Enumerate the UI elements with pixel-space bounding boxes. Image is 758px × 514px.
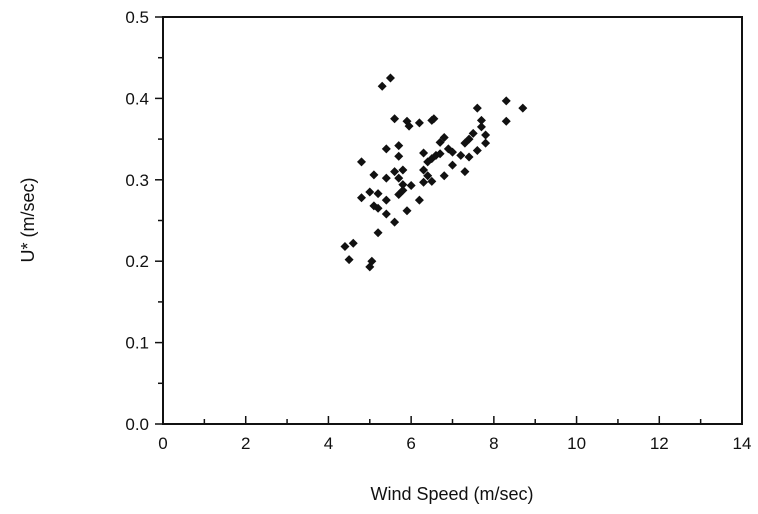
data-point bbox=[381, 173, 391, 183]
data-point bbox=[419, 148, 429, 158]
data-point bbox=[464, 152, 474, 162]
axis-ticks bbox=[155, 16, 743, 425]
data-points bbox=[340, 73, 528, 272]
data-point bbox=[414, 118, 424, 128]
y-tick-label: 0.4 bbox=[125, 89, 149, 108]
data-point bbox=[357, 193, 367, 203]
data-point bbox=[340, 242, 350, 252]
data-point bbox=[398, 165, 408, 175]
data-point bbox=[390, 167, 400, 177]
y-tick-label: 0.0 bbox=[125, 415, 149, 434]
data-point bbox=[501, 96, 511, 106]
data-point bbox=[448, 147, 457, 157]
data-point bbox=[518, 103, 528, 113]
y-tick-label: 0.5 bbox=[125, 8, 149, 27]
data-point bbox=[468, 128, 478, 138]
data-point bbox=[414, 195, 424, 205]
data-point bbox=[476, 122, 486, 132]
plot-area-frame bbox=[162, 16, 743, 425]
data-point bbox=[344, 255, 354, 265]
data-point bbox=[394, 141, 404, 151]
data-point bbox=[439, 132, 449, 142]
x-tick-label: 10 bbox=[567, 434, 586, 453]
data-point bbox=[501, 116, 511, 126]
data-point bbox=[435, 149, 445, 159]
data-point bbox=[367, 256, 377, 266]
data-point bbox=[348, 238, 358, 248]
x-tick-label: 14 bbox=[733, 434, 752, 453]
y-tick-label: 0.3 bbox=[125, 171, 149, 190]
data-point bbox=[373, 228, 383, 238]
data-point bbox=[472, 145, 482, 155]
data-point bbox=[427, 176, 437, 186]
data-point bbox=[464, 134, 474, 144]
data-point bbox=[404, 121, 414, 131]
data-point bbox=[402, 206, 412, 216]
data-point bbox=[381, 144, 391, 154]
data-point bbox=[419, 177, 429, 187]
x-tick-label: 12 bbox=[650, 434, 669, 453]
data-point bbox=[423, 171, 433, 181]
y-axis-label: U* (m/sec) bbox=[18, 178, 38, 263]
data-point bbox=[365, 187, 375, 197]
x-tick-label: 4 bbox=[324, 434, 333, 453]
data-point bbox=[390, 114, 400, 124]
data-point bbox=[398, 185, 408, 195]
data-point bbox=[394, 173, 404, 183]
y-tick-label: 0.2 bbox=[125, 252, 149, 271]
x-axis-label: Wind Speed (m/sec) bbox=[370, 484, 533, 504]
data-point bbox=[406, 180, 416, 190]
data-point bbox=[481, 138, 491, 148]
data-point bbox=[456, 150, 466, 160]
data-point bbox=[439, 171, 449, 181]
data-point bbox=[481, 130, 491, 140]
data-point bbox=[357, 157, 367, 167]
data-point bbox=[373, 203, 383, 213]
data-point bbox=[472, 103, 482, 113]
data-point bbox=[390, 217, 400, 227]
data-point bbox=[381, 209, 391, 219]
data-point bbox=[429, 114, 439, 124]
data-point bbox=[476, 115, 486, 125]
y-tick-label: 0.1 bbox=[125, 334, 149, 353]
data-point bbox=[419, 165, 429, 175]
data-point bbox=[394, 151, 404, 161]
data-point bbox=[377, 81, 387, 91]
data-point bbox=[385, 73, 395, 83]
data-point bbox=[460, 167, 470, 177]
data-point bbox=[381, 195, 391, 205]
data-point bbox=[435, 137, 445, 147]
tick-labels: 0 2 4 6 8 10 12 14 0.0 0.1 0.2 0.3 0.4 0.5 bbox=[125, 8, 751, 453]
data-point bbox=[369, 170, 379, 180]
data-point bbox=[373, 189, 383, 199]
x-tick-label: 8 bbox=[489, 434, 498, 453]
data-point bbox=[398, 180, 408, 190]
x-tick-label: 6 bbox=[406, 434, 415, 453]
data-point bbox=[448, 160, 457, 170]
x-tick-label: 0 bbox=[158, 434, 167, 453]
x-tick-label: 2 bbox=[241, 434, 250, 453]
